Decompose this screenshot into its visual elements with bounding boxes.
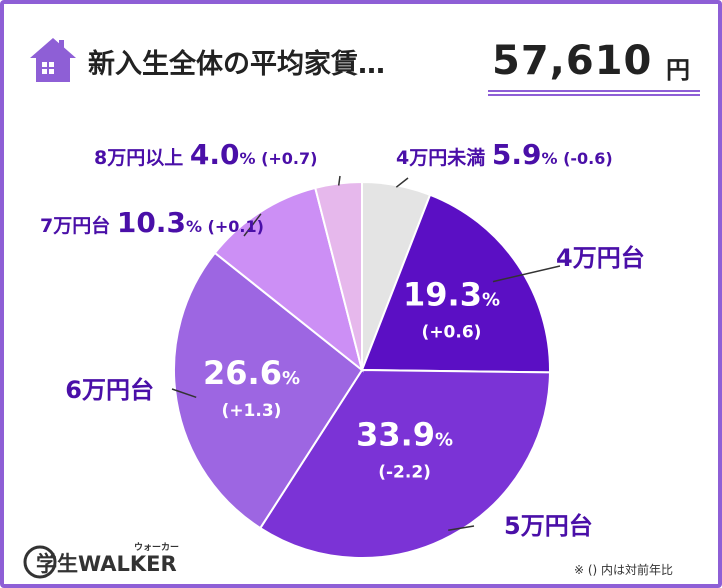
slice-outside-label: 8万円以上 4.0% (+0.7)	[94, 138, 317, 171]
leader-line	[448, 525, 475, 532]
leader-line	[492, 265, 561, 283]
gakusei-walker-logo: ウォーカー 学生WALKER	[20, 538, 190, 582]
header: 新入生全体の平均家賃… 57,610 円	[28, 34, 708, 104]
leader-line	[243, 213, 262, 237]
logo-kana: ウォーカー	[134, 543, 180, 553]
house-icon	[30, 38, 76, 82]
footnote: ※ () 内は対前年比	[574, 563, 674, 577]
slice-change-label: (+0.6)	[422, 323, 482, 343]
slice-outside-label: 7万円台 10.3% (+0.1)	[40, 206, 264, 239]
average-rent: 57,610 円	[488, 34, 700, 96]
leader-line	[395, 177, 409, 188]
pie-chart: 19.3% (+0.6) 33.9% (-2.2) 26.6% (+1.3) 4万円台 5万円…	[40, 138, 645, 559]
slice-change-label: (+1.3)	[222, 401, 282, 421]
slice-value-label: 19.3%	[403, 276, 500, 314]
double-underline	[488, 90, 700, 96]
pie-slice	[360, 193, 551, 374]
category-label: 6万円台	[65, 376, 154, 404]
average-rent-value: 57,610	[492, 38, 653, 84]
slice-value-label: 26.6%	[203, 354, 300, 392]
leader-line	[171, 388, 197, 399]
slice-outside-label: 4万円未満 5.9% (-0.6)	[396, 138, 613, 171]
slice-change-label: (-2.2)	[378, 462, 431, 482]
average-rent-unit: 円	[666, 56, 690, 84]
category-label: 5万円台	[504, 512, 593, 540]
slice-value-label: 33.9%	[356, 415, 453, 453]
logo-mark-icon	[23, 545, 57, 579]
chart-title: 新入生全体の平均家賃…	[88, 49, 385, 80]
leader-line	[337, 175, 341, 186]
pie-slice	[173, 251, 364, 530]
category-label: 4万円台	[556, 244, 645, 272]
logo-text: 学生WALKER	[36, 552, 177, 576]
pie-slice	[213, 186, 364, 373]
